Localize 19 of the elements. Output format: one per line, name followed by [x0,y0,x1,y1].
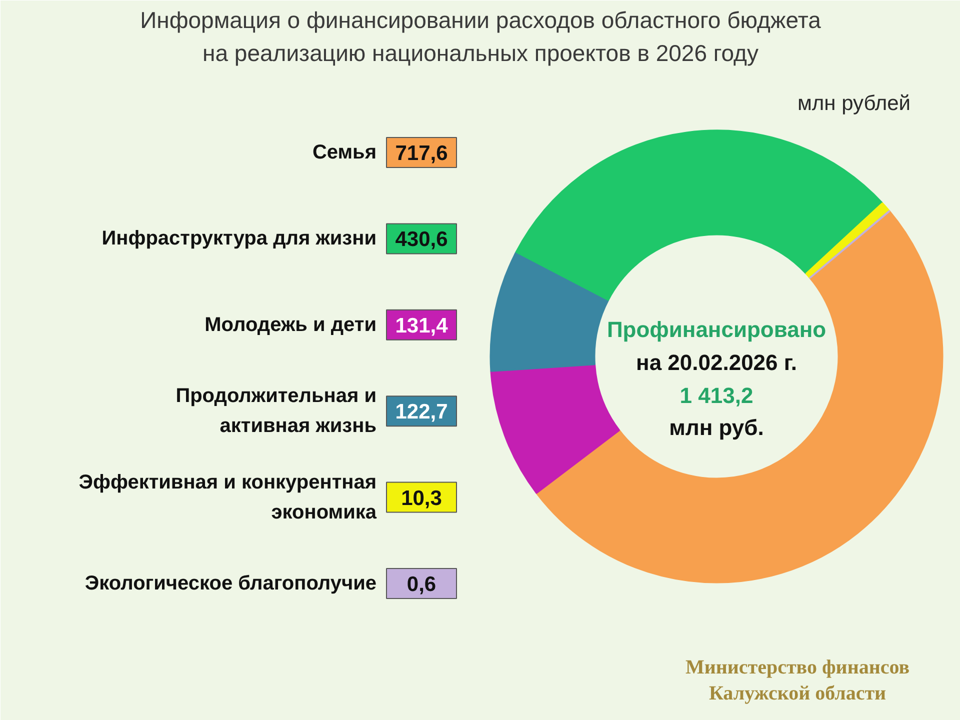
text: Профинансировано [606,317,826,342]
data-label: 717,6 [395,142,448,165]
data-label: 10,3 [401,486,442,510]
text: 1 413,2 [680,383,754,408]
chart-title: Информация о финансировании расходов областного бюджета на реализацию национальных проектов в 2026 году [140,7,822,66]
legend-label: Эффективная и конкурентная экономика [78,471,378,524]
chart-subtitle: млн рублей [797,92,911,115]
data-label: 131,4 [395,314,448,338]
text: млн руб. [669,415,764,440]
legend-label: Молодежь и дети [204,314,377,336]
data-label: 430,6 [395,228,448,252]
legend-label: Продолжительная и активная жизнь [176,385,377,438]
data-label: 122,7 [395,400,448,424]
data-label: 0,6 [406,573,436,596]
legend-label: Инфраструктура для жизни [102,228,376,250]
legend-label: Экологическое благополучие [84,572,377,594]
legend-label: Семья [312,142,376,164]
text: Министерство финансов Калужской области [685,656,910,704]
text: на 20.02.2026 г. [636,350,797,375]
